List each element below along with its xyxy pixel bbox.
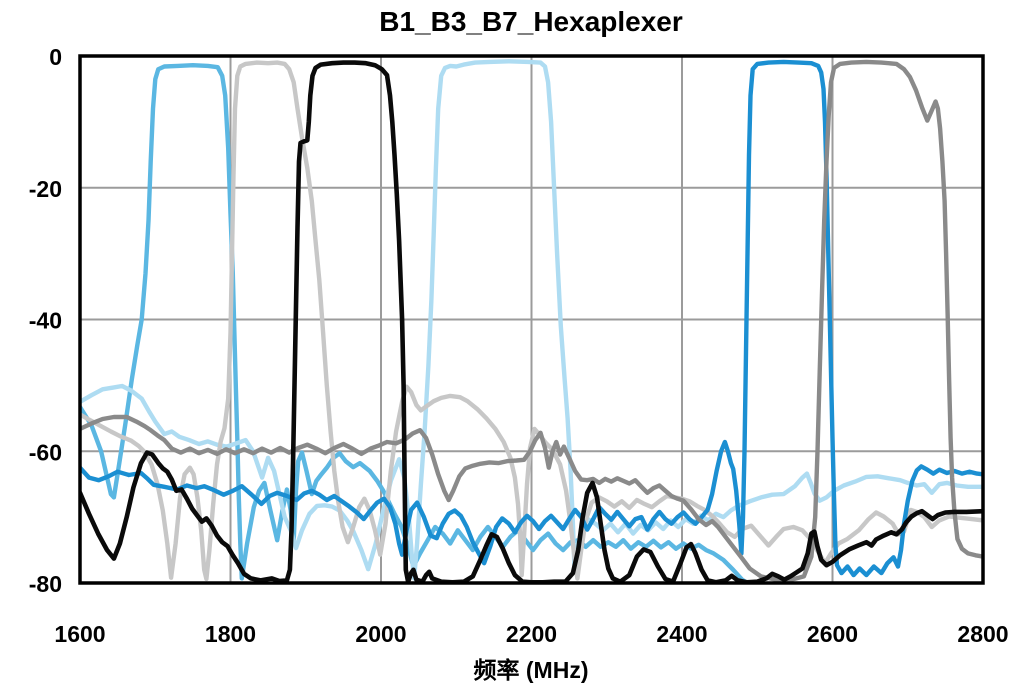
x-tick-2600: 2600 bbox=[807, 621, 858, 647]
x-tick-2000: 2000 bbox=[355, 621, 406, 647]
series-B7-Rx-2620-2690-passband bbox=[80, 59, 983, 582]
x-axis-label: 频率 (MHz) bbox=[474, 657, 589, 683]
x-tick-1800: 1800 bbox=[205, 621, 256, 647]
x-tick-1600: 1600 bbox=[54, 621, 105, 647]
chart-title: B1_B3_B7_Hexaplexer bbox=[379, 6, 683, 37]
y-tick--40: -40 bbox=[29, 308, 62, 334]
series-B1-Tx-1920-1980-passband bbox=[80, 60, 983, 583]
tick-layer: 1600 1800 2000 2200 2400 2600 2800 0 -20 -40 -60 -8… bbox=[29, 44, 1009, 647]
series-B3-Rx-1805-1880-passband bbox=[80, 60, 983, 582]
grid-layer bbox=[80, 56, 983, 583]
plot-border bbox=[78, 54, 985, 585]
y-tick--80: -80 bbox=[29, 571, 62, 597]
x-tick-2800: 2800 bbox=[957, 621, 1008, 647]
series-B1-Rx-2110-2170-passband bbox=[80, 59, 983, 581]
series-B7-Tx-2500-2570-passband bbox=[80, 59, 983, 578]
series-layer bbox=[80, 59, 983, 583]
y-tick-0: 0 bbox=[49, 44, 62, 70]
x-tick-2400: 2400 bbox=[656, 621, 707, 647]
y-tick--20: -20 bbox=[29, 176, 62, 202]
y-tick--60: -60 bbox=[29, 439, 62, 465]
series-B3-Tx-1710-1785-passband bbox=[80, 62, 752, 583]
x-tick-2200: 2200 bbox=[506, 621, 557, 647]
